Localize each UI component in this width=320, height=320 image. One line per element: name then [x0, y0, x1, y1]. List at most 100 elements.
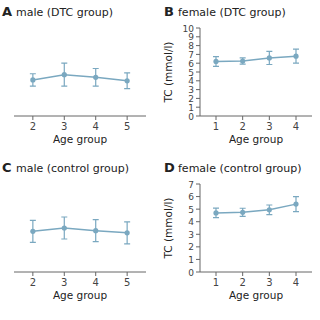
- x-tick: [32, 272, 33, 276]
- error-bar: [293, 197, 299, 212]
- x-axis: [200, 272, 312, 273]
- y-tick: [196, 272, 200, 273]
- y-tick: [196, 196, 200, 197]
- y-tick: [196, 36, 200, 37]
- point: [62, 225, 67, 230]
- panel: Dfemale (control group)1234Age group0123…: [162, 160, 312, 301]
- point: [62, 72, 67, 77]
- x-tick-label: 2: [239, 121, 245, 132]
- y-tick-label: 1: [188, 103, 194, 113]
- line: [216, 56, 296, 61]
- point: [293, 54, 298, 59]
- point: [93, 75, 98, 80]
- error-bar: [240, 208, 246, 216]
- error-bar: [293, 49, 299, 63]
- x-tick-label: 2: [239, 277, 245, 288]
- error-bar: [30, 220, 36, 242]
- y-tick: [196, 28, 200, 29]
- plot-area: [30, 217, 130, 244]
- background: [0, 0, 320, 320]
- x-tick: [216, 272, 217, 276]
- y-tick-label: 4: [188, 217, 194, 227]
- x-axis-label: Age group: [53, 289, 107, 301]
- y-tick: [196, 259, 200, 260]
- title: male (control group): [16, 162, 129, 175]
- title: male (DTC group): [16, 6, 113, 19]
- y-tick: [196, 45, 200, 46]
- chart: Amale (DTC group)2345Age groupBfemale (D…: [0, 0, 320, 320]
- x-tick: [95, 272, 96, 276]
- y-tick-label: 6: [188, 59, 194, 69]
- x-tick-label: 2: [30, 277, 36, 288]
- x-tick-label: 4: [293, 277, 299, 288]
- panel-label: D: [164, 160, 175, 175]
- plot-area: [213, 197, 299, 218]
- point: [293, 202, 298, 207]
- x-tick-label: 3: [266, 277, 272, 288]
- x-axis-label: Age group: [53, 133, 107, 145]
- x-axis-label: Age group: [229, 133, 283, 145]
- x-tick-label: 4: [93, 121, 99, 132]
- y-tick: [196, 116, 200, 117]
- y-tick: [196, 80, 200, 81]
- error-bar: [124, 73, 130, 89]
- point: [240, 58, 245, 63]
- y-tick-label: 8: [188, 41, 194, 51]
- x-tick-label: 4: [293, 121, 299, 132]
- panel: Cmale (control group)2345Age group: [2, 160, 146, 301]
- error-bar: [240, 58, 246, 64]
- y-tick-label: 9: [188, 32, 194, 42]
- y-tick: [196, 107, 200, 108]
- y-tick: [196, 72, 200, 73]
- title: female (DTC group): [178, 6, 286, 19]
- y-axis-label: TC (mmol/l): [162, 198, 174, 260]
- y-axis: [200, 184, 201, 272]
- error-bar: [213, 208, 219, 218]
- y-tick-label: 10: [183, 24, 195, 34]
- panel-label: C: [2, 160, 12, 175]
- point: [125, 78, 130, 83]
- x-tick-label: 3: [61, 121, 67, 132]
- panel-label: B: [164, 4, 174, 19]
- plot-area: [213, 49, 299, 66]
- point: [240, 210, 245, 215]
- x-tick: [296, 116, 297, 120]
- point: [125, 230, 130, 235]
- x-tick: [127, 272, 128, 276]
- y-tick: [196, 221, 200, 222]
- line: [33, 75, 127, 81]
- y-tick: [196, 246, 200, 247]
- y-tick-label: 5: [188, 205, 194, 215]
- x-tick-label: 4: [93, 277, 99, 288]
- x-tick: [269, 272, 270, 276]
- y-tick: [196, 209, 200, 210]
- y-tick: [196, 63, 200, 64]
- y-tick-label: 4: [188, 76, 194, 86]
- y-tick-label: 2: [188, 94, 194, 104]
- y-tick-label: 2: [188, 242, 194, 252]
- error-bar: [266, 205, 272, 215]
- error-bar: [93, 68, 99, 86]
- error-bar: [61, 63, 67, 86]
- panel: Amale (DTC group)2345Age group: [2, 4, 146, 145]
- x-tick: [296, 272, 297, 276]
- y-tick-label: 0: [188, 268, 194, 278]
- point: [213, 210, 218, 215]
- x-tick: [64, 116, 65, 120]
- y-tick-label: 0: [188, 112, 194, 122]
- x-tick: [242, 272, 243, 276]
- y-tick: [196, 234, 200, 235]
- line: [216, 204, 296, 213]
- x-tick: [216, 116, 217, 120]
- error-bar: [266, 51, 272, 64]
- error-bar: [213, 57, 219, 67]
- y-tick: [196, 89, 200, 90]
- x-tick-label: 5: [124, 121, 130, 132]
- x-axis-label: Age group: [229, 289, 283, 301]
- title: female (control group): [178, 162, 302, 175]
- panel: Bfemale (DTC group)1234Age group01234567…: [162, 4, 312, 145]
- y-tick-label: 5: [188, 68, 194, 78]
- y-tick-label: 3: [188, 85, 194, 95]
- y-tick: [196, 98, 200, 99]
- point: [30, 77, 35, 82]
